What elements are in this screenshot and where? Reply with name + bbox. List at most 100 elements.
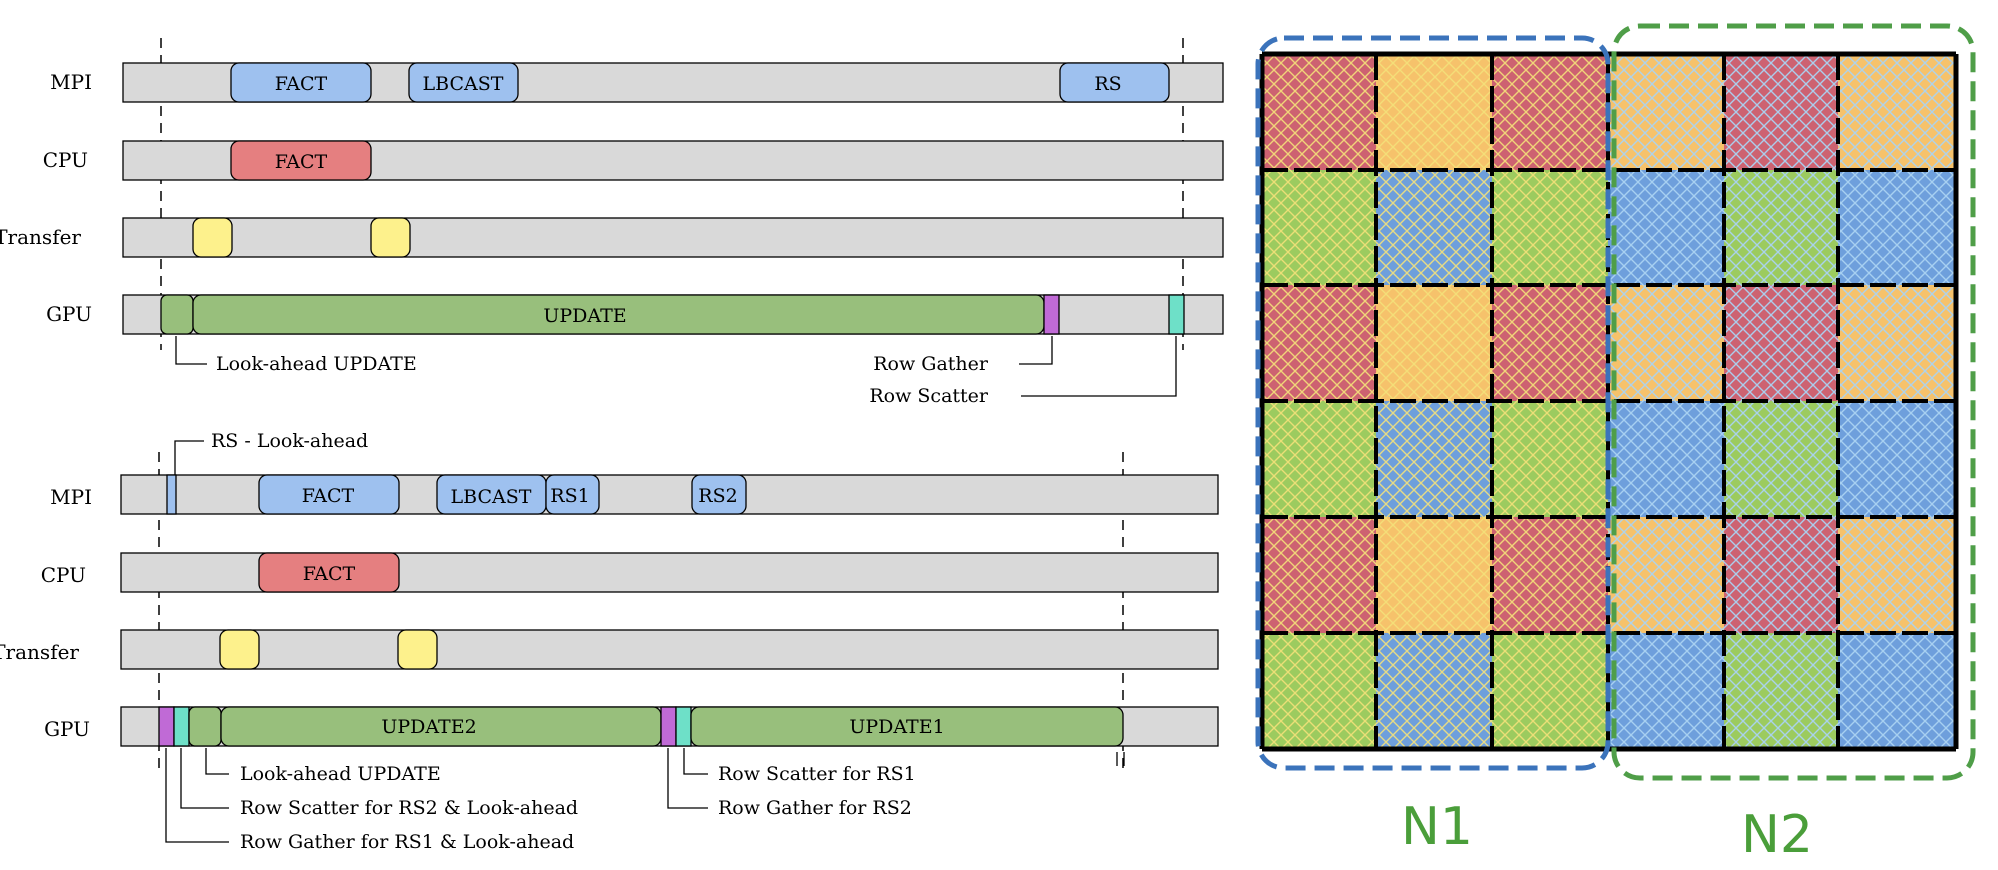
top-mpi-lbcast-label: LBCAST [423, 73, 504, 95]
grid-cell-hatch-r6-c5 [1724, 633, 1838, 749]
grid-cell-hatch-r5-c5 [1724, 517, 1838, 633]
top-gpu-lookahead-block [160, 294, 194, 335]
bottom-timeline: RS - Look-ahead MPI CPU Transfer GPU FAC… [0, 430, 1219, 853]
grid-cell-hatch-r3-c5 [1724, 285, 1838, 401]
bottom-row-scatter-rs1-leader [683, 748, 708, 775]
bottom-mpi-rs-lookahead-block [166, 474, 177, 515]
bottom-cpu-fact-block [258, 552, 400, 593]
bottom-gpu-row-scatter-rs2-block [173, 706, 190, 747]
bottom-row-scatter-rs2-leader [180, 748, 229, 809]
bottom-gpu-row-gather-rs1-block [158, 706, 175, 747]
top-lane-label-gpu: GPU [46, 302, 92, 326]
top-track-transfer [122, 217, 1224, 258]
grid-cell-hatch-r3-c1 [1262, 285, 1376, 401]
grid-cell-hatch-r5-c4 [1608, 517, 1724, 633]
grid-cells [1262, 54, 1956, 749]
bottom-lane-label-cpu: CPU [41, 563, 86, 587]
top-row-scatter-annotation: Row Scatter [869, 385, 989, 407]
bottom-mpi-rs1-label: RS1 [550, 485, 589, 507]
bottom-rs-lookahead-annotation: RS - Look-ahead [211, 430, 368, 452]
bottom-row-scatter-rs1-annotation: Row Scatter for RS1 [718, 763, 916, 785]
bottom-row-gather-rs2-annotation: Row Gather for RS2 [718, 797, 912, 819]
grid-cell-hatch-r4-c6 [1838, 401, 1956, 517]
grid-cell-hatch-r6-c6 [1838, 633, 1956, 749]
bottom-mpi-rs1-block [545, 474, 600, 515]
grid-cell-hatch-r5-c1 [1262, 517, 1376, 633]
grid-cell-hatch-r4-c3 [1492, 401, 1608, 517]
grid-cell-hatch-r3-c4 [1608, 285, 1724, 401]
top-lane-label-mpi: MPI [50, 70, 92, 94]
grid-cell-hatch-r6-c2 [1376, 633, 1492, 749]
top-lookahead-annotation: Look-ahead UPDATE [216, 353, 417, 375]
top-timeline: MPI CPU Transfer GPU FACT LBCAST RS FACT… [0, 38, 1224, 407]
grid-cell-hatch-r2-c3 [1492, 170, 1608, 285]
grid-cell-hatch-r5-c2 [1376, 517, 1492, 633]
grid-cell-hatch-r2-c2 [1376, 170, 1492, 285]
top-gpu-row-scatter-block [1168, 294, 1185, 335]
top-lane-label-transfer: Transfer [0, 225, 81, 249]
bottom-gpu-row-gather-rs2-block [660, 706, 677, 747]
grid-cell-hatch-r1-c4 [1608, 54, 1724, 170]
grid-cell-hatch-r6-c4 [1608, 633, 1724, 749]
bottom-transfer-block-1 [219, 629, 260, 670]
grid-cell-hatch-r4-c1 [1262, 401, 1376, 517]
grid-cell-hatch-r1-c2 [1376, 54, 1492, 170]
grid-cell-hatch-r2-c5 [1724, 170, 1838, 285]
bottom-mpi-rs2-block [691, 474, 747, 515]
top-cpu-fact-label: FACT [275, 151, 328, 173]
bottom-lane-label-gpu: GPU [44, 717, 90, 741]
grid-cell-hatch-r5-c6 [1838, 517, 1956, 633]
n2-node-outline [1611, 23, 1976, 781]
n1-node-outline [1255, 35, 1611, 771]
grid-cell-hatch-r3-c6 [1838, 285, 1956, 401]
n1-node-label: N1 [1401, 797, 1473, 857]
bottom-mpi-lbcast-label: LBCAST [451, 486, 532, 508]
bottom-lookahead-leader [205, 748, 229, 775]
top-row-gather-annotation: Row Gather [873, 353, 989, 375]
bottom-lane-label-mpi: MPI [50, 485, 92, 509]
top-lane-label-cpu: CPU [43, 148, 88, 172]
grid-cell-hatch-r4-c5 [1724, 401, 1838, 517]
top-gpu-row-gather-block [1043, 294, 1060, 335]
top-row-scatter-leader [1021, 336, 1177, 397]
bottom-row-gather-rs2-leader [667, 748, 708, 809]
top-gpu-update-label: UPDATE [543, 305, 626, 327]
grid-lines [1259, 51, 1959, 752]
grid-cell-hatch-r2-c6 [1838, 170, 1956, 285]
top-mpi-fact-block [230, 62, 372, 103]
grid-cell-hatch-r6-c3 [1492, 633, 1608, 749]
bottom-gpu-lookahead-block [188, 706, 222, 747]
grid-cell-hatch-r5-c3 [1492, 517, 1608, 633]
bottom-mpi-fact-block [258, 474, 400, 515]
bottom-track-transfer [120, 629, 1219, 670]
bottom-cpu-fact-label: FACT [303, 563, 356, 585]
top-mpi-fact-label: FACT [275, 73, 328, 95]
grid-cell-hatch-r4-c2 [1376, 401, 1492, 517]
bottom-gpu-row-scatter-rs1-block [675, 706, 692, 747]
grid-cell-hatch-r4-c4 [1608, 401, 1724, 517]
bottom-row-gather-rs1-annotation: Row Gather for RS1 & Look-ahead [240, 831, 574, 853]
bottom-row-scatter-rs2-annotation: Row Scatter for RS2 & Look-ahead [240, 797, 578, 819]
n2-node-label: N2 [1741, 805, 1813, 865]
bottom-row-gather-rs1-leader [165, 748, 229, 843]
grid-cell-hatch-r6-c1 [1262, 633, 1376, 749]
top-row-gather-leader [1019, 336, 1053, 365]
bottom-transfer-block-2 [397, 629, 438, 670]
grid-cell-hatch-r1-c1 [1262, 54, 1376, 170]
bottom-mpi-fact-label: FACT [302, 485, 355, 507]
top-transfer-block-1 [192, 217, 233, 258]
bottom-lookahead-annotation: Look-ahead UPDATE [240, 763, 441, 785]
bottom-gpu-update2-label: UPDATE2 [381, 716, 476, 738]
bottom-rs-lookahead-leader [174, 440, 204, 475]
grid-cell-hatch-r2-c4 [1608, 170, 1724, 285]
block-cyclic-grid: N1 N2 [1255, 23, 1976, 865]
bottom-gpu-update1-label: UPDATE1 [849, 716, 944, 738]
top-cpu-fact-block [230, 140, 372, 181]
grid-cell-hatch-r3-c3 [1492, 285, 1608, 401]
top-lookahead-leader [175, 336, 207, 365]
bottom-mpi-rs2-label: RS2 [698, 485, 737, 507]
bottom-lane-label-transfer: Transfer [0, 640, 79, 664]
grid-cell-hatch-r3-c2 [1376, 285, 1492, 401]
grid-cell-hatch-r2-c1 [1262, 170, 1376, 285]
